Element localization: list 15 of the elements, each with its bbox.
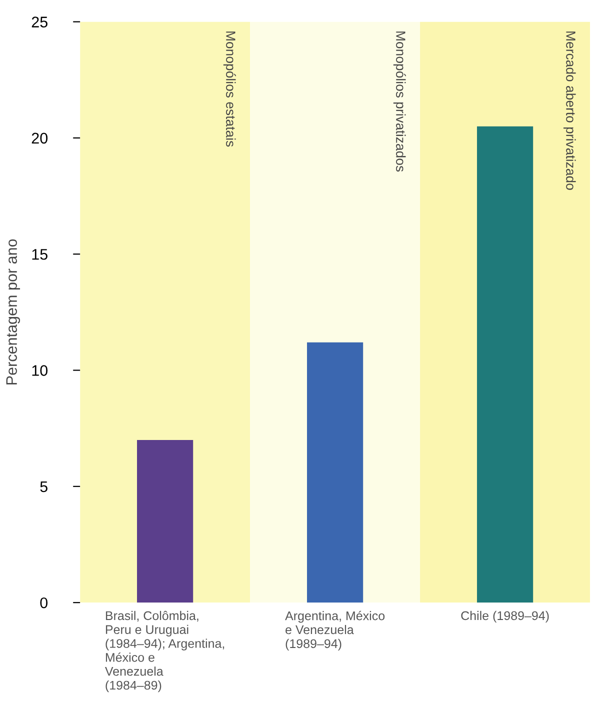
y-axis-title: Percentagem por ano (6, 239, 20, 384)
band-label: Monopólios privatizados (393, 32, 406, 172)
x-tick-label: Brasil, Colômbia, Peru e Uruguai (1984–94); Argentina, México e Venezuela (1984–89) (104, 610, 224, 692)
y-tick-label: 15 (32, 249, 48, 260)
y-tick-label: 25 (32, 16, 48, 28)
y-tick-label: 10 (32, 365, 48, 376)
y-tick-label: 20 (32, 132, 48, 144)
y-tick-label: 0 (40, 597, 48, 608)
x-tick-label: Argentina, México e Venezuela (1989–94) (285, 610, 385, 651)
bar (306, 342, 364, 603)
bar (137, 440, 194, 603)
band-label: Mercado aberto privatizado (563, 32, 576, 190)
x-tick-label: Chile (1989–94) (461, 610, 549, 623)
band-label: Monopólios estatais (223, 32, 236, 147)
y-tick-label: 5 (40, 481, 48, 492)
